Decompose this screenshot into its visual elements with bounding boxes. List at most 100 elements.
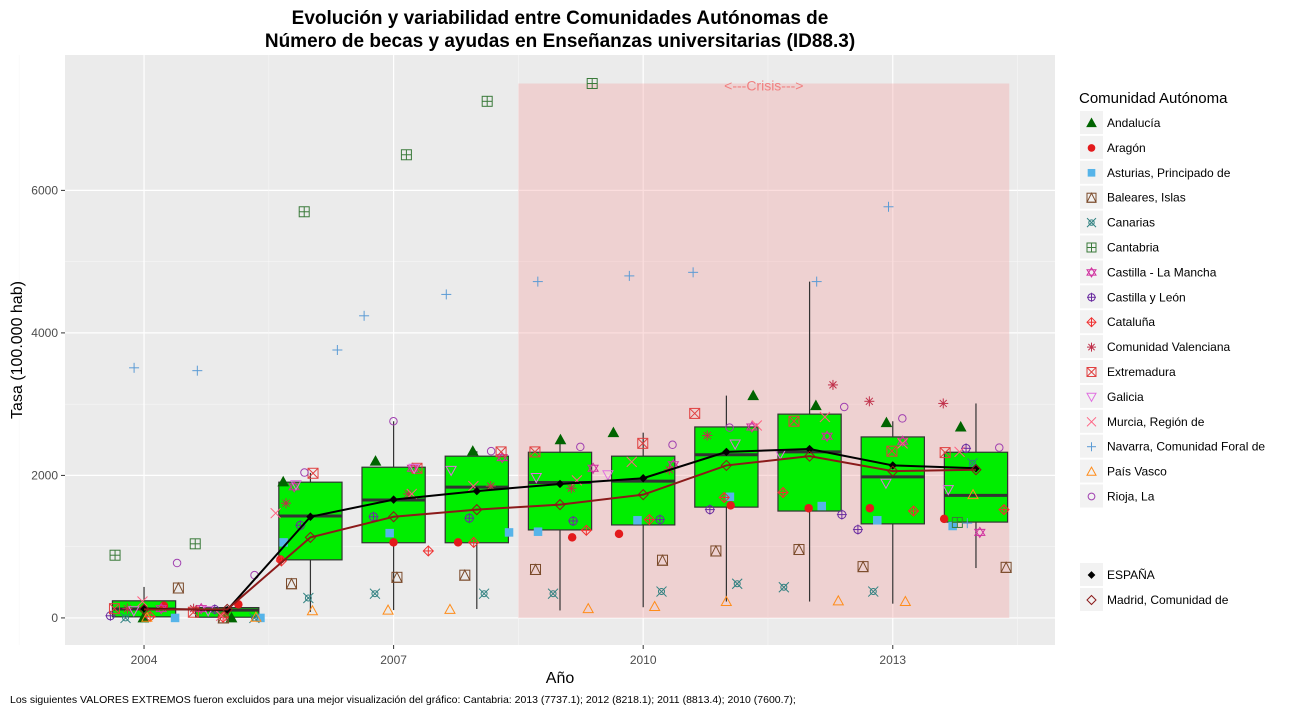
marker-shape [554, 433, 567, 445]
data-point [587, 462, 600, 475]
marker-shape [710, 544, 722, 557]
legend-label: Asturias, Principado de [1107, 166, 1231, 180]
data-point [867, 586, 879, 597]
data-point [466, 445, 479, 456]
marker-shape [122, 614, 130, 622]
data-point [857, 560, 869, 573]
data-point [141, 611, 153, 622]
line-point [638, 474, 648, 483]
legend-item: Andalucía [1080, 111, 1161, 134]
marker-shape [939, 514, 949, 524]
legend-label: Andalucía [1107, 116, 1161, 130]
data-point [459, 569, 471, 581]
marker-stroke [788, 415, 800, 427]
legend-label: Canarias [1107, 216, 1155, 230]
marker-shape [225, 611, 238, 623]
data-point [332, 345, 343, 355]
data-point [127, 606, 140, 617]
marker-stroke [1087, 343, 1096, 351]
marker-shape [306, 512, 315, 521]
marker-stroke [939, 399, 948, 408]
marker-shape [530, 473, 543, 484]
data-point [725, 492, 735, 502]
data-point [298, 206, 310, 218]
marker-shape [306, 604, 319, 616]
marker-shape [880, 416, 893, 428]
marker-shape [391, 571, 403, 583]
data-point [481, 95, 493, 107]
legend-marker [1086, 192, 1097, 203]
data-point [202, 606, 215, 617]
data-point [369, 588, 381, 600]
legend-item: Madrid, Comunidad de [1080, 588, 1229, 611]
marker-stroke [282, 499, 290, 508]
data-point [302, 592, 314, 604]
legend-item: Rioja, La [1080, 484, 1155, 508]
marker-stroke [547, 588, 559, 600]
marker-stroke [215, 610, 227, 622]
legend-key [1080, 260, 1103, 284]
data-point [504, 528, 514, 537]
marker-shape [668, 440, 677, 450]
marker-shape [942, 485, 955, 496]
marker-stroke [109, 603, 120, 615]
data-point [720, 595, 733, 607]
marker-stroke [567, 484, 576, 493]
marker-shape [369, 455, 382, 466]
data-point [873, 516, 882, 525]
marker-shape [288, 480, 301, 491]
marker-shape [496, 454, 509, 464]
legend-marker [1086, 367, 1097, 377]
legend-label: Rioja, La [1107, 490, 1155, 504]
data-point [897, 437, 908, 449]
marker-shape [896, 437, 909, 448]
marker-shape [127, 606, 140, 617]
data-point [400, 149, 412, 161]
marker-shape [480, 590, 488, 598]
marker-shape [250, 611, 262, 622]
marker-stroke [1086, 416, 1097, 427]
marker-shape [607, 426, 620, 438]
marker-shape [389, 417, 398, 426]
marker-shape [803, 450, 816, 462]
line-madrid-comunidad-de [144, 455, 976, 611]
legend-item: Castilla y León [1080, 285, 1186, 309]
box-2010 [610, 455, 676, 526]
marker-shape [1086, 392, 1097, 403]
marker-shape [387, 511, 400, 523]
data-point [656, 554, 669, 566]
legend-label: ESPAÑA [1107, 568, 1155, 582]
line-point [221, 603, 233, 616]
x-tick-label: 2010 [630, 653, 657, 667]
data-point [836, 509, 847, 520]
data-point [668, 440, 677, 450]
marker-shape [504, 528, 514, 537]
marker-shape [1086, 466, 1097, 476]
data-point [445, 465, 457, 477]
chart-title-line2: Número de becas y ayudas en Enseñanzas u… [265, 31, 855, 52]
series-comunidad-valenciana [122, 379, 949, 614]
marker-shape [637, 437, 649, 449]
marker-shape [382, 604, 394, 615]
data-point [725, 423, 734, 432]
data-point [422, 545, 435, 557]
data-point [626, 456, 638, 468]
marker-shape [138, 603, 150, 616]
y-tick-label: 2000 [31, 468, 58, 482]
data-point [811, 276, 822, 287]
marker-shape [587, 464, 600, 475]
legend-marker [1086, 117, 1097, 128]
marker-shape [472, 486, 482, 496]
data-point [648, 600, 661, 612]
marker-shape [857, 560, 869, 573]
data-point [643, 513, 656, 526]
data-point [453, 538, 463, 547]
marker-shape [1000, 561, 1012, 573]
data-point [215, 610, 227, 622]
data-point [852, 524, 863, 535]
legend-label: País Vasco [1107, 465, 1167, 479]
marker-shape [170, 613, 180, 623]
data-point [624, 270, 635, 281]
data-point [468, 536, 480, 549]
line-point [554, 498, 566, 511]
